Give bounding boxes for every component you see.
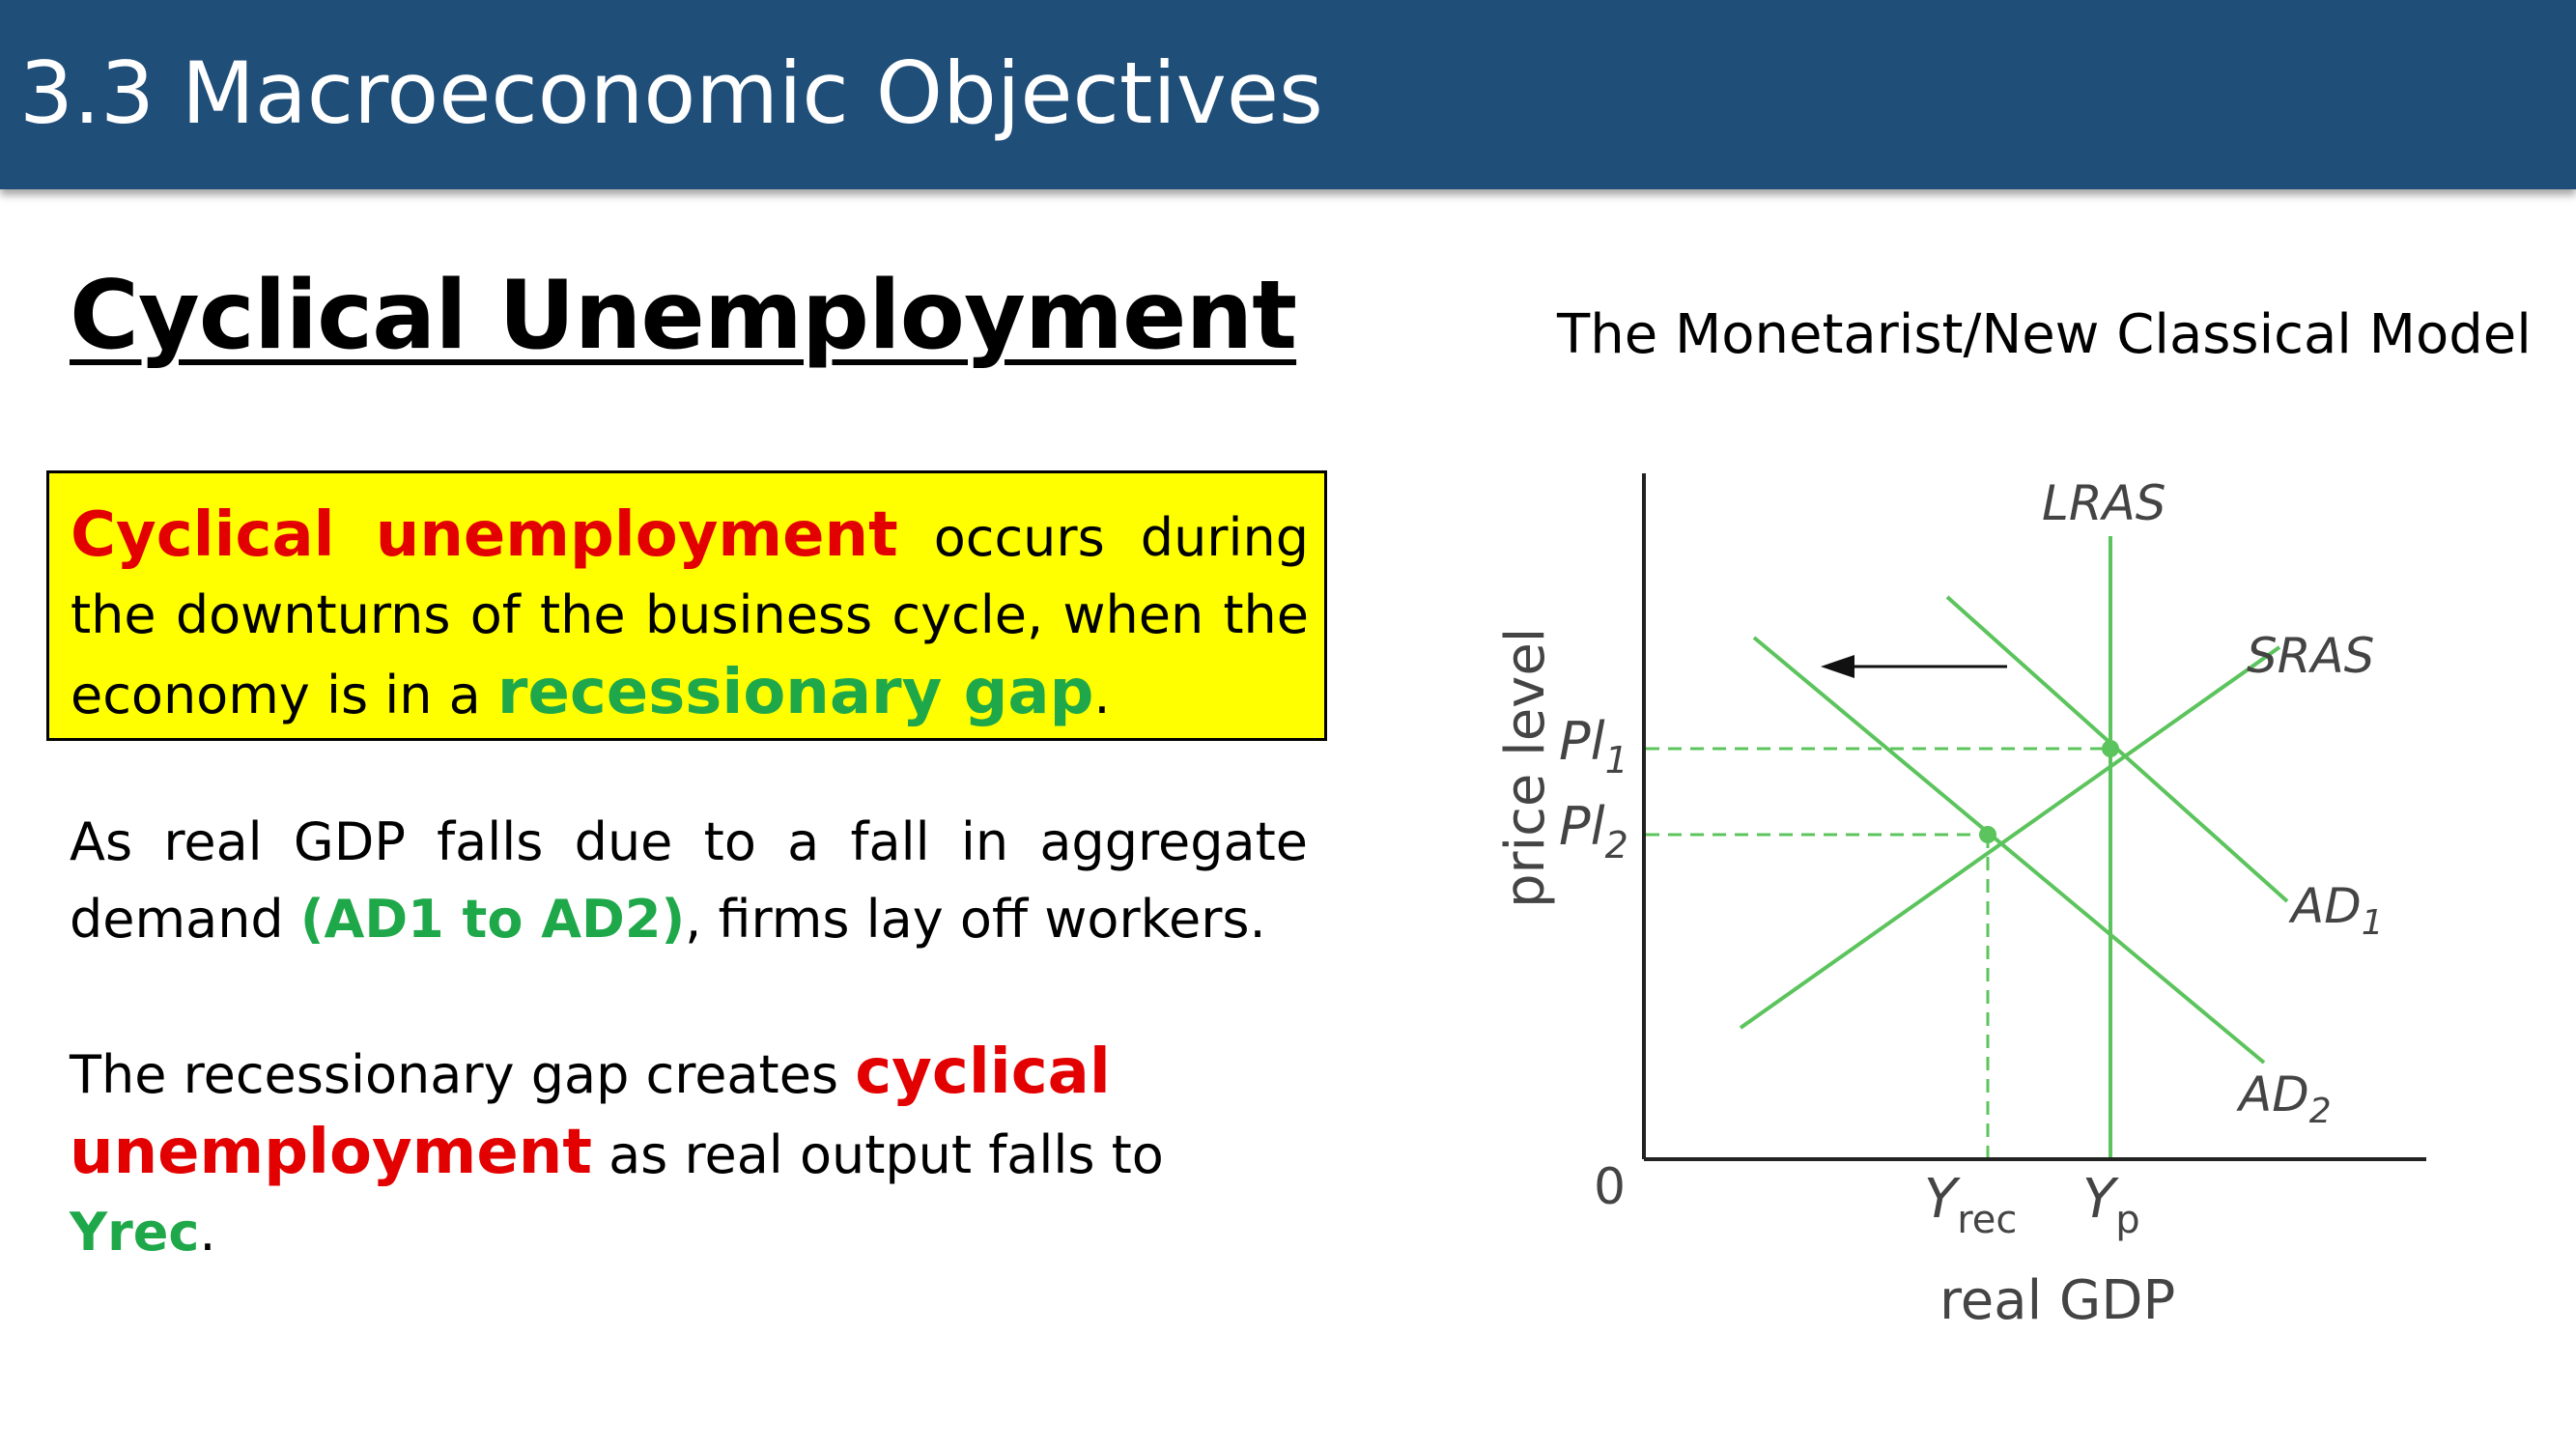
ad2-label: AD2 bbox=[2236, 1066, 2332, 1131]
paragraph-1-text-1: As real GDP falls due to a fall in aggre… bbox=[70, 811, 1308, 950]
definition-box: Cyclical unemployment occurs during the … bbox=[46, 470, 1327, 741]
pl1-label: Pl1 bbox=[1559, 711, 1628, 781]
yrec-label-base: Y bbox=[1924, 1168, 1961, 1231]
definition-end: . bbox=[1093, 665, 1111, 725]
paragraph-1-highlight: (AD1 to AD2) bbox=[299, 889, 686, 950]
shift-arrow-head bbox=[1821, 655, 1854, 678]
pl1-label-base: Pl bbox=[1559, 711, 1605, 772]
definition-term: Cyclical unemployment bbox=[71, 499, 898, 571]
definition-body: occurs during the downturns of the busin… bbox=[71, 507, 1310, 725]
equilibrium-point-1 bbox=[2102, 740, 2119, 757]
ad2-label-sub: 2 bbox=[2309, 1092, 2332, 1131]
yp-label-sub: p bbox=[2115, 1198, 2139, 1242]
yp-label: Yp bbox=[2082, 1168, 2140, 1242]
equilibrium-point-2 bbox=[1979, 826, 1996, 843]
header-title: 3.3 Macroeconomic Objectives bbox=[19, 43, 1323, 143]
ad1-label-base: AD bbox=[2288, 878, 2362, 934]
paragraph-1-text-2: , firms lay off workers. bbox=[685, 889, 1266, 950]
paragraph-recessionary-gap: The recessionary gap creates cyclical un… bbox=[70, 1034, 1308, 1271]
ad2-curve bbox=[1752, 636, 2266, 1065]
pl2-label: Pl2 bbox=[1559, 796, 1628, 867]
sras-curve bbox=[1739, 645, 2281, 1030]
ad-as-diagram: LRAS SRAS AD1 AD2 Pl1 Pl2 price level 0 … bbox=[1494, 473, 2426, 1332]
pl2-label-base: Pl bbox=[1559, 796, 1605, 857]
ad2-label-base: AD bbox=[2236, 1066, 2309, 1122]
paragraph-2-text-1: The recessionary gap creates bbox=[70, 1044, 856, 1105]
origin-label: 0 bbox=[1594, 1158, 1626, 1216]
yp-label-base: Y bbox=[2082, 1168, 2119, 1231]
yrec-label-sub: rec bbox=[1957, 1198, 2017, 1242]
y-axis-label: price level bbox=[1494, 628, 1557, 908]
paragraph-2-highlight-2: Yrec bbox=[70, 1202, 200, 1263]
diagram-title: The Monetarist/New Classical Model bbox=[1557, 303, 2532, 366]
lras-label: LRAS bbox=[2042, 475, 2166, 531]
x-axis-label: real GDP bbox=[1939, 1269, 2175, 1332]
definition-text: Cyclical unemployment occurs during the … bbox=[71, 497, 1309, 734]
header-bar: 3.3 Macroeconomic Objectives bbox=[0, 0, 2576, 189]
paragraph-2-text-2: as real output falls to bbox=[591, 1124, 1164, 1185]
paragraph-ad-shift: As real GDP falls due to a fall in aggre… bbox=[70, 804, 1308, 958]
ad1-label-sub: 1 bbox=[2362, 903, 2384, 943]
paragraph-2-text-3: . bbox=[199, 1202, 216, 1263]
ad1-label: AD1 bbox=[2288, 878, 2384, 943]
sras-label: SRAS bbox=[2247, 628, 2374, 684]
pl1-label-sub: 1 bbox=[1605, 739, 1628, 781]
yrec-label: Yrec bbox=[1924, 1168, 2017, 1242]
paragraph-2-highlight-1: cyclical unemployment bbox=[70, 1037, 1111, 1188]
section-title: Cyclical Unemployment bbox=[70, 261, 1297, 371]
pl2-label-sub: 2 bbox=[1605, 824, 1628, 867]
definition-highlight: recessionary gap bbox=[496, 657, 1094, 728]
